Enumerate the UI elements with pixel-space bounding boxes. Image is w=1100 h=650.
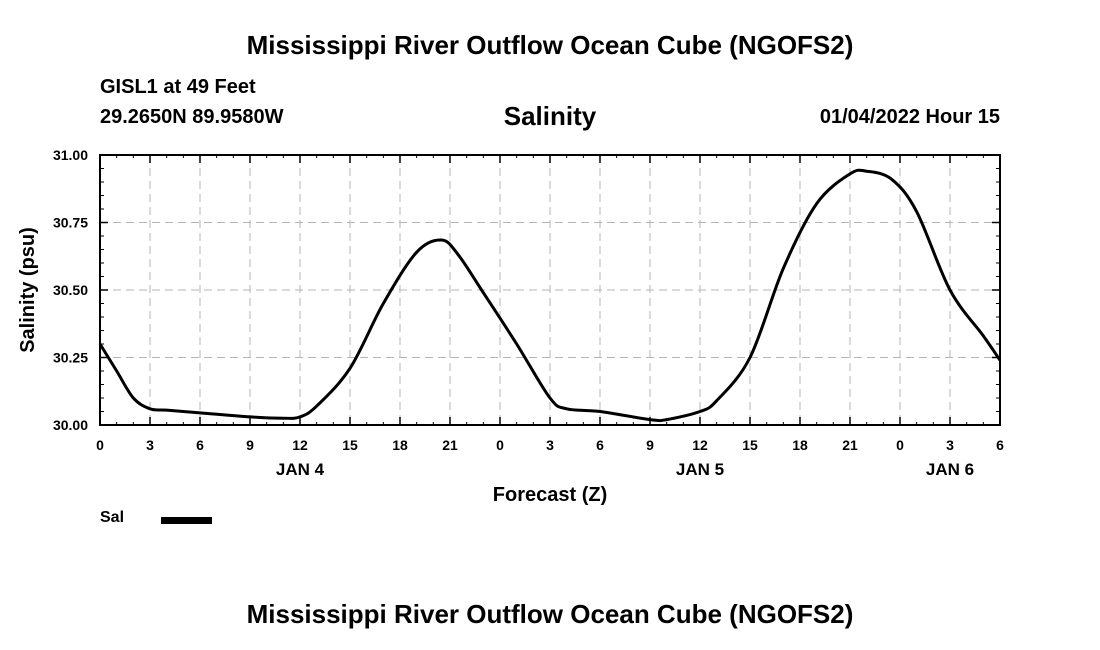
x-tick-label: 12 <box>692 437 708 453</box>
x-tick-label: 0 <box>96 437 104 453</box>
date-label: JAN 4 <box>276 460 325 479</box>
y-tick-label: 30.50 <box>53 282 88 298</box>
y-tick-label: 30.00 <box>53 417 88 433</box>
x-tick-label: 6 <box>596 437 604 453</box>
axis-labels: 0 3 6 9 12 15 18 21 0 3 6 9 12 15 18 21 0 3 6 30.00 30.25 30.… <box>17 147 1004 506</box>
x-tick-label: 0 <box>496 437 504 453</box>
legend-label: Sal <box>100 509 125 526</box>
x-tick-label: 6 <box>996 437 1004 453</box>
y-axis-title: Salinity (psu) <box>17 227 39 353</box>
x-tick-label: 9 <box>646 437 654 453</box>
legend-swatch <box>161 517 212 524</box>
y-tick-label: 30.75 <box>53 215 88 231</box>
footer-title: Mississippi River Outflow Ocean Cube (NG… <box>246 599 854 629</box>
x-tick-label: 3 <box>546 437 554 453</box>
series-line-salinity <box>98 168 1002 423</box>
x-tick-label: 12 <box>292 437 308 453</box>
x-tick-label: 18 <box>392 437 408 453</box>
date-label: JAN 6 <box>926 460 974 479</box>
station-coordinates: 29.2650N 89.9580W <box>100 106 284 128</box>
forecast-datetime: 01/04/2022 Hour 15 <box>819 106 1000 128</box>
x-tick-label: 0 <box>896 437 904 453</box>
plot-title: Salinity <box>503 101 597 131</box>
x-tick-label: 18 <box>792 437 808 453</box>
grid-lines <box>100 155 1000 425</box>
x-tick-label: 3 <box>946 437 954 453</box>
x-tick-label: 21 <box>842 437 858 453</box>
x-axis-title: Forecast (Z) <box>493 484 607 506</box>
main-title: Mississippi River Outflow Ocean Cube (NG… <box>246 30 854 60</box>
x-tick-label: 15 <box>342 437 358 453</box>
y-tick-label: 31.00 <box>53 147 88 163</box>
x-tick-label: 9 <box>246 437 254 453</box>
x-tick-label: 21 <box>442 437 458 453</box>
x-tick-label: 6 <box>196 437 204 453</box>
y-tick-label: 30.25 <box>53 350 88 366</box>
x-tick-label: 15 <box>742 437 758 453</box>
series-layer <box>98 168 1002 423</box>
plot-frame <box>99 154 1001 426</box>
station-label: GISL1 at 49 Feet <box>100 76 256 98</box>
date-label: JAN 5 <box>676 460 724 479</box>
x-tick-label: 3 <box>146 437 154 453</box>
